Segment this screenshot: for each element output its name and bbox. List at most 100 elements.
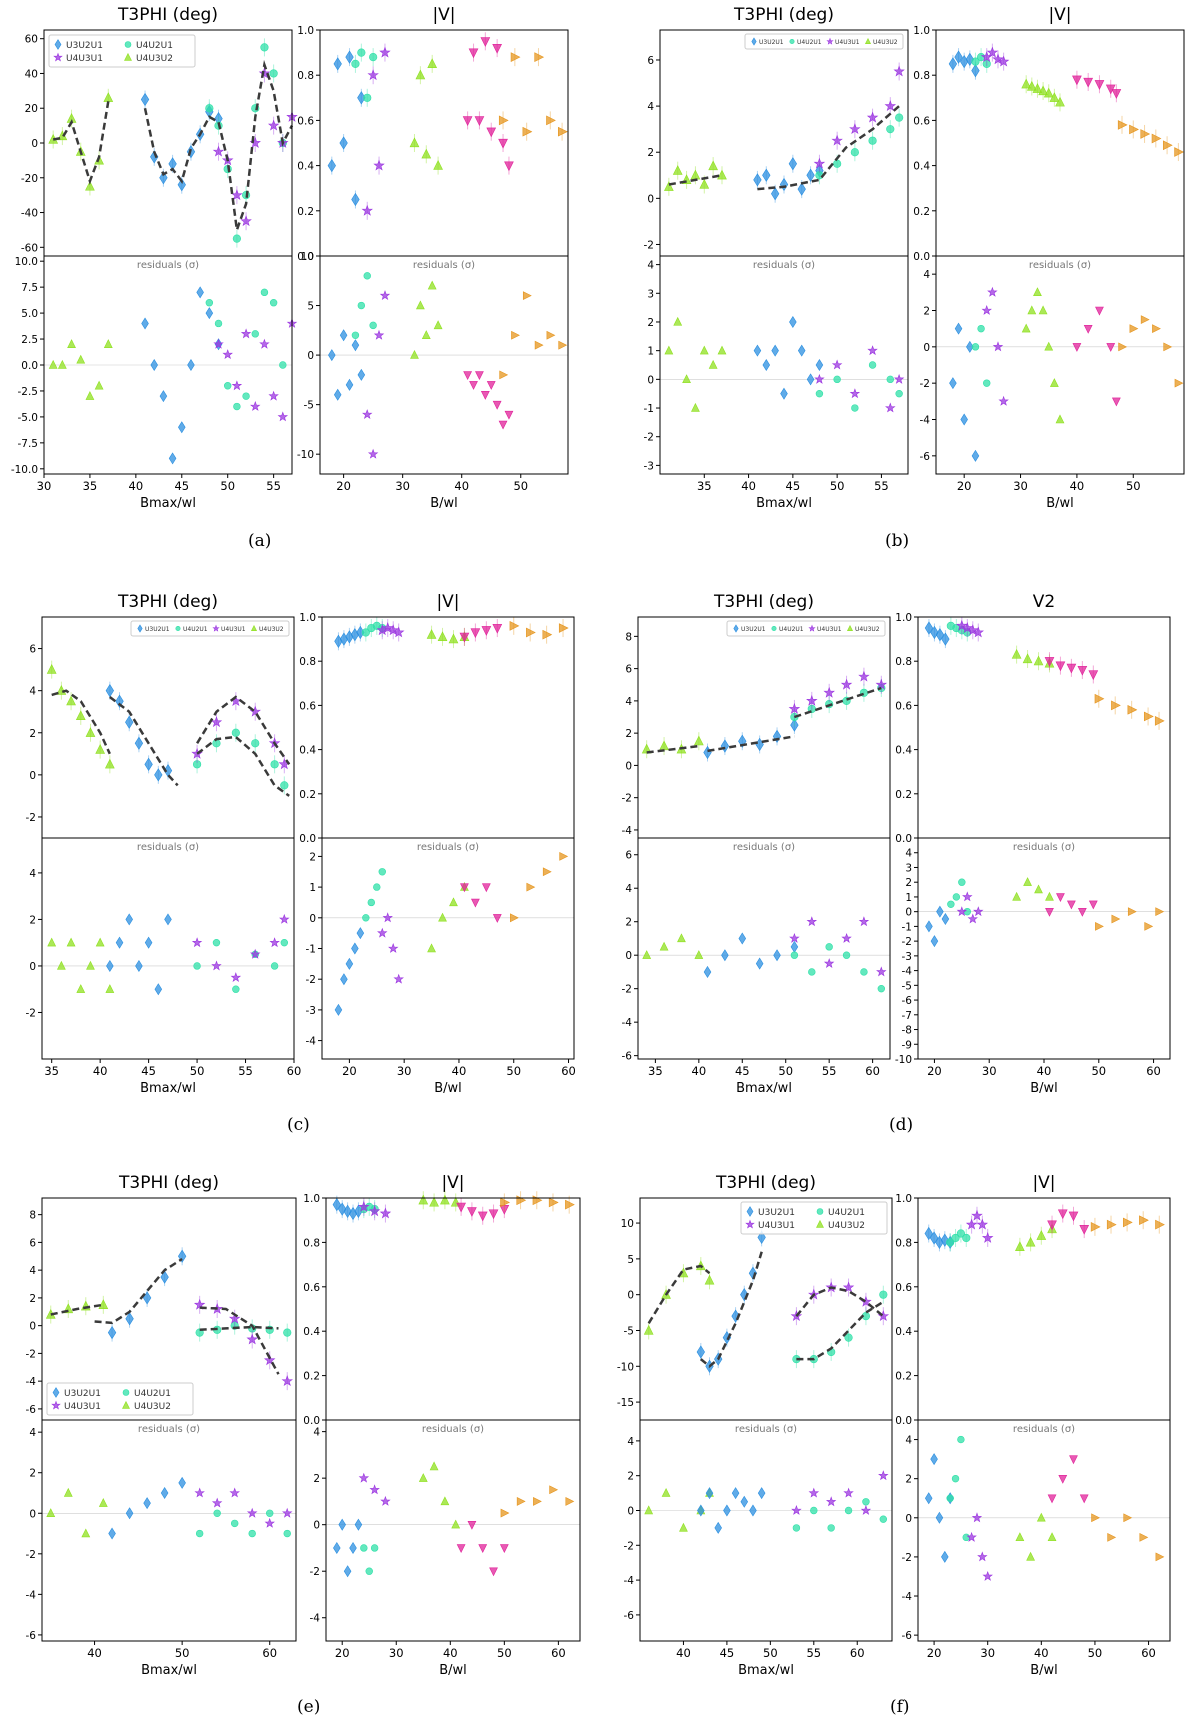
data-point: [1068, 1211, 1079, 1222]
legend-label: U3U2U1: [758, 1208, 795, 1218]
model-curve: [668, 174, 723, 186]
legend-label: U4U3U1: [817, 626, 842, 633]
residual-point: [233, 402, 241, 411]
data-point: [1151, 133, 1162, 144]
residual-point: [886, 375, 894, 384]
data-point: [361, 204, 373, 216]
data-point: [345, 50, 354, 64]
legend: U3U2U1 U4U2U1 U4U3U1 U4U3U2: [744, 33, 904, 50]
data-point: [997, 55, 1010, 67]
plot-frame-top: [325, 1197, 581, 1421]
chart-9: T3PHI (deg) -6 -4 -2 0 2 4 6 8 -6 -4 -2 0 2 4 40 50 60 Bma…: [26, 1173, 297, 1678]
x-tick-label: 50: [513, 479, 528, 493]
residual-point: [862, 1498, 870, 1506]
legend-marker: [864, 37, 872, 45]
residual-point: [1083, 324, 1093, 334]
legend-label: U4U3U1: [758, 1221, 795, 1231]
residual-point: [699, 345, 709, 355]
x-tick-label: 60: [1141, 1646, 1156, 1660]
data-point: [664, 181, 674, 191]
data-point: [788, 702, 801, 714]
y-tick-label: 0: [905, 1513, 912, 1525]
residual-point: [1072, 343, 1082, 352]
y-tick-label: -2: [902, 936, 912, 948]
residual-point: [1077, 907, 1087, 917]
residual-point: [963, 907, 972, 916]
data-point: [516, 1195, 527, 1206]
residual-point: [867, 345, 878, 356]
residuals-caption: residuals (σ): [753, 260, 815, 271]
data-point: [498, 138, 508, 149]
x-tick-label: 60: [865, 1064, 880, 1078]
y-tick-label: -4: [624, 1575, 635, 1587]
legend: U3U2U1 U4U2U1 U4U3U1 U4U3U2: [48, 34, 196, 68]
data-point: [1127, 704, 1138, 715]
data-point: [160, 1270, 169, 1284]
residual-point: [1045, 907, 1054, 917]
residual-point: [150, 358, 158, 372]
residual-point: [211, 1497, 223, 1508]
data-point: [548, 1197, 559, 1208]
data-point: [85, 180, 95, 191]
residual-point: [345, 378, 354, 391]
y-tick-label: -6: [902, 995, 913, 1007]
y-tick-label: 0: [31, 138, 38, 150]
data-point: [935, 628, 945, 642]
data-point: [1055, 661, 1066, 672]
residual-point: [351, 339, 360, 352]
chart-4: |V| 0.0 0.2 0.4 0.6 0.8 1.0 -6 -4 -2 0 2 4 20 30 40 50 B/…: [913, 5, 1185, 511]
y-tick-label: 0: [29, 961, 36, 973]
plot-frame-top: [917, 616, 1171, 839]
data-point: [459, 632, 470, 643]
residual-point: [205, 299, 214, 307]
y-tick-label: 2: [905, 1474, 912, 1486]
data-point: [1049, 92, 1060, 102]
residual-point: [440, 1496, 450, 1506]
residual-point: [749, 1504, 757, 1517]
data-point: [228, 1312, 241, 1324]
residual-point: [977, 1551, 988, 1562]
residuals-caption: residuals (σ): [735, 1424, 797, 1435]
data-point: [1077, 665, 1088, 676]
residual-point: [106, 959, 114, 972]
data-point: [270, 760, 279, 769]
data-point: [418, 1194, 429, 1205]
data-point: [971, 64, 980, 78]
data-point: [1066, 663, 1077, 674]
residual-point: [469, 381, 478, 390]
legend-marker: [53, 52, 63, 62]
x-axis-label: B/wl: [439, 1663, 467, 1678]
legend-marker: [52, 1387, 60, 1398]
legend-marker: [122, 1400, 130, 1409]
residual-point: [229, 1487, 240, 1498]
plot-frame-top: [41, 616, 295, 839]
y-tick-label: -2: [920, 378, 930, 390]
y-tick-label: 0: [647, 193, 654, 205]
chart-title: |V|: [1032, 1173, 1055, 1193]
residual-point: [814, 373, 825, 384]
data-point: [858, 670, 870, 682]
y-tick-label: 0.8: [297, 70, 314, 82]
residual-point: [967, 913, 978, 924]
data-point: [369, 53, 378, 62]
model-curve: [700, 1251, 763, 1368]
y-tick-label: -6: [920, 451, 931, 463]
data-point: [437, 631, 448, 641]
data-point: [717, 169, 727, 180]
residual-point: [232, 985, 240, 993]
residual-point: [449, 897, 458, 907]
data-point: [1047, 1220, 1057, 1231]
chart-title: |V|: [441, 1173, 464, 1193]
data-point: [946, 1238, 955, 1247]
residual-point: [762, 358, 771, 372]
residual-point: [214, 319, 223, 328]
legend-marker: [746, 1206, 754, 1217]
residual-point: [971, 343, 980, 351]
y-tick-label: 7.5: [21, 282, 38, 294]
data-point: [1083, 77, 1094, 88]
y-tick-label: 8: [625, 631, 632, 643]
legend-label: U3U2U1: [145, 626, 170, 633]
model-curve: [51, 689, 111, 755]
residual-point: [827, 1524, 835, 1532]
residual-point: [1144, 922, 1154, 931]
